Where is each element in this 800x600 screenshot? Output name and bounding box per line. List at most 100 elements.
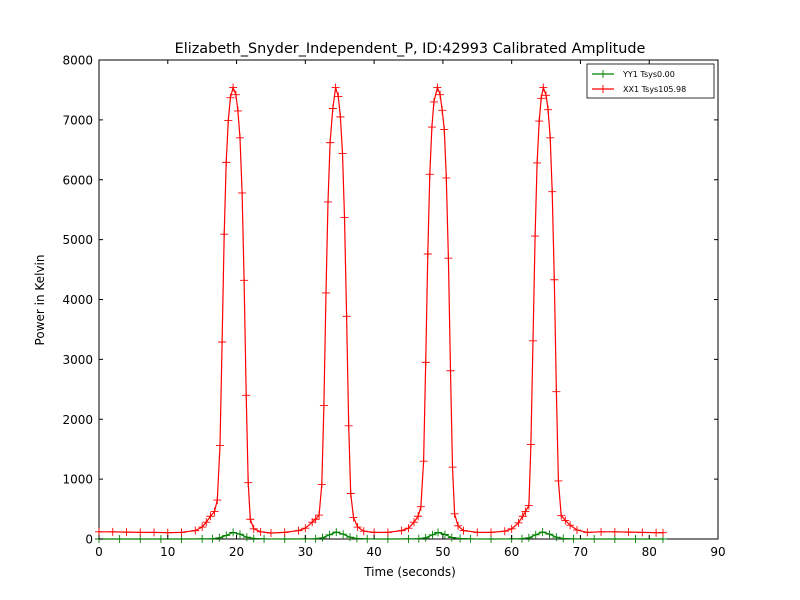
data-point [224, 116, 233, 125]
data-point [359, 527, 368, 536]
legend-label: XX1 Tsys105.98 [623, 85, 686, 94]
data-point [448, 463, 457, 472]
data-point [318, 533, 327, 542]
data-point [517, 534, 526, 543]
data-point [533, 158, 542, 167]
data-point [198, 534, 207, 543]
data-point [521, 507, 530, 516]
x-axis-label: Time (seconds) [363, 565, 456, 579]
data-point [331, 83, 340, 92]
data-point [311, 515, 320, 524]
data-point [526, 440, 535, 449]
data-point [450, 509, 459, 518]
x-tick-label: 80 [642, 545, 657, 559]
data-point [416, 502, 425, 511]
data-point [531, 530, 540, 539]
plot-frame [98, 59, 719, 540]
data-point [423, 249, 432, 258]
data-point [514, 518, 523, 527]
data-point [590, 535, 599, 543]
data-point [652, 528, 661, 537]
legend-entry: YY1 Tsys0.00 [592, 70, 675, 79]
data-point [440, 530, 449, 539]
data-point [198, 523, 207, 532]
data-point [326, 138, 335, 147]
data-point [191, 526, 200, 535]
data-point [624, 528, 633, 537]
data-point [352, 534, 361, 543]
data-point [538, 528, 547, 537]
data-point [222, 158, 231, 167]
data-point [215, 533, 224, 542]
y-tick-label: 8000 [62, 54, 93, 68]
x-tick-label: 10 [160, 545, 175, 559]
data-point [419, 457, 428, 466]
data-point [222, 531, 231, 540]
data-point [414, 534, 423, 543]
data-point [233, 106, 242, 115]
data-point [454, 521, 463, 530]
y-tick-label: 6000 [62, 173, 93, 187]
data-point [524, 501, 533, 510]
data-point [231, 90, 240, 99]
data-point [229, 83, 238, 92]
data-point [442, 173, 451, 182]
data-point [545, 530, 554, 539]
data-point [319, 401, 328, 410]
data-point [349, 513, 358, 522]
data-point [346, 533, 355, 542]
data-point [638, 528, 647, 537]
data-point [559, 534, 568, 543]
series-layer [95, 83, 667, 543]
data-point [210, 507, 219, 516]
data-point [240, 276, 249, 285]
data-point [535, 117, 544, 126]
y-tick-label: 1000 [62, 473, 93, 487]
data-point [363, 534, 372, 543]
x-tick-label: 50 [435, 545, 450, 559]
data-point [280, 528, 289, 537]
data-point [238, 188, 247, 197]
data-point [548, 187, 557, 196]
data-point [597, 527, 606, 536]
data-point [404, 524, 413, 533]
data-point [447, 533, 456, 542]
data-point [434, 528, 443, 537]
data-point [249, 524, 258, 533]
data-point [421, 533, 430, 542]
data-point [339, 530, 348, 539]
data-point [566, 521, 575, 530]
data-point [332, 528, 341, 537]
data-point [301, 524, 310, 533]
data-point [115, 535, 124, 543]
data-point [487, 528, 496, 537]
legend-box [586, 63, 715, 99]
data-point [466, 534, 475, 543]
data-point [436, 90, 445, 99]
data-point [537, 94, 546, 103]
data-point [573, 526, 582, 535]
data-point [325, 530, 334, 539]
data-point [202, 518, 211, 527]
x-axis: 0 10 20 30 40 50 60 70 80 90 [95, 60, 726, 559]
series-1 [95, 83, 667, 538]
data-point [404, 534, 413, 543]
x-tick-label: 60 [504, 545, 519, 559]
x-tick-label: 0 [95, 545, 103, 559]
plot-area [95, 59, 719, 543]
data-point [440, 125, 449, 134]
data-point [246, 515, 255, 524]
data-point [324, 197, 333, 206]
data-point [421, 358, 430, 367]
data-point [136, 528, 145, 537]
data-point [244, 478, 253, 487]
x-tick-label: 30 [298, 545, 313, 559]
data-point [218, 338, 227, 347]
legend-marker [599, 70, 607, 78]
x-tick-label: 90 [710, 545, 725, 559]
data-point [150, 528, 159, 537]
data-point [342, 312, 351, 321]
data-point [658, 528, 667, 537]
data-point [550, 275, 559, 284]
